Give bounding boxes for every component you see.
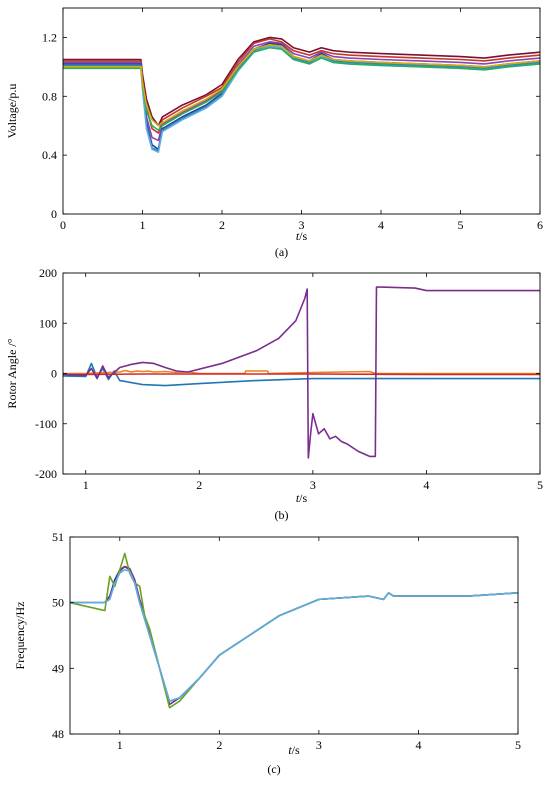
series-group — [70, 552, 518, 709]
x-tick-label: 4 — [378, 218, 384, 232]
panel-c: 1 2 3 4 5 48 49 50 51 t/s Frequency/Hz (c) — [13, 530, 521, 776]
x-tick-label: 4 — [423, 478, 429, 492]
x-tick-label: 1 — [140, 218, 146, 232]
y-tick-label: -200 — [35, 467, 57, 481]
x-tick-label: 1 — [117, 738, 123, 752]
series-line-3 — [63, 41, 540, 142]
x-tick-label: 4 — [415, 738, 421, 752]
series-line-8 — [63, 43, 540, 127]
y-tick-label: 51 — [52, 530, 64, 544]
y-tick-label: 1.2 — [42, 30, 57, 44]
y-tick-label: 50 — [52, 596, 64, 610]
series-line-3 — [70, 552, 518, 709]
x-tick-label: 3 — [316, 738, 322, 752]
x-axis-label-var: t — [296, 229, 300, 243]
x-tick-label: 6 — [537, 218, 543, 232]
x-axis-label-var: t — [288, 743, 292, 757]
y-tick-label: 49 — [52, 661, 64, 675]
x-tick-label: 1 — [83, 478, 89, 492]
y-tick-label: 0.4 — [42, 148, 57, 162]
y-tick-label: -100 — [35, 417, 57, 431]
series-line-7 — [63, 46, 540, 131]
series-line-4 — [63, 286, 540, 459]
x-axis-label-unit: /s — [299, 491, 307, 505]
y-tick-label: 0 — [51, 207, 57, 221]
x-tick-label: 0 — [60, 218, 66, 232]
y-axis-label: Frequency/Hz — [13, 602, 27, 670]
y-tick-label: 200 — [39, 266, 57, 280]
x-tick-label: 5 — [537, 478, 543, 492]
x-tick-label: 2 — [219, 218, 225, 232]
x-tick-label: 5 — [515, 738, 521, 752]
panel-a: 0 1 2 3 4 5 6 0 0.4 0.8 1.2 t/s Voltage/p.u (a) — [5, 7, 543, 259]
series-line-3 — [63, 373, 540, 376]
x-axis-label-unit: /s — [292, 743, 300, 757]
y-axis-label: Voltage/p.u — [5, 84, 19, 139]
x-tick-label: 3 — [299, 218, 305, 232]
series-line-2 — [70, 565, 518, 706]
series-group — [63, 36, 540, 153]
series-line-4 — [70, 569, 518, 702]
x-axis-label-unit: /s — [299, 229, 307, 243]
y-tick-label: 100 — [39, 316, 57, 330]
x-axis-label: t/s — [296, 229, 308, 243]
x-axis-label-var: t — [296, 491, 300, 505]
y-tick-label: 0 — [51, 367, 57, 381]
panel-b: 1 2 3 4 5 -200 -100 0 100 200 t/s Rotor Angle /° (b) — [5, 266, 543, 522]
y-tick-label: 48 — [52, 727, 64, 741]
panel-caption: (b) — [275, 508, 289, 522]
y-tick-label: 0.8 — [42, 89, 57, 103]
axes-frame — [69, 536, 519, 735]
series-group — [63, 286, 540, 459]
x-tick-label: 5 — [458, 218, 464, 232]
series-line-1 — [63, 36, 540, 127]
x-tick-label: 2 — [216, 738, 222, 752]
panel-caption: (a) — [275, 245, 288, 259]
series-line-2 — [63, 369, 540, 375]
x-axis-label: t/s — [296, 491, 308, 505]
x-axis-label: t/s — [288, 743, 300, 757]
panel-caption: (c) — [267, 762, 280, 776]
y-axis-label: Rotor Angle /° — [5, 338, 19, 408]
axes-frame — [62, 7, 541, 215]
series-line-2 — [63, 38, 540, 134]
x-tick-label: 2 — [196, 478, 202, 492]
x-tick-label: 3 — [310, 478, 316, 492]
